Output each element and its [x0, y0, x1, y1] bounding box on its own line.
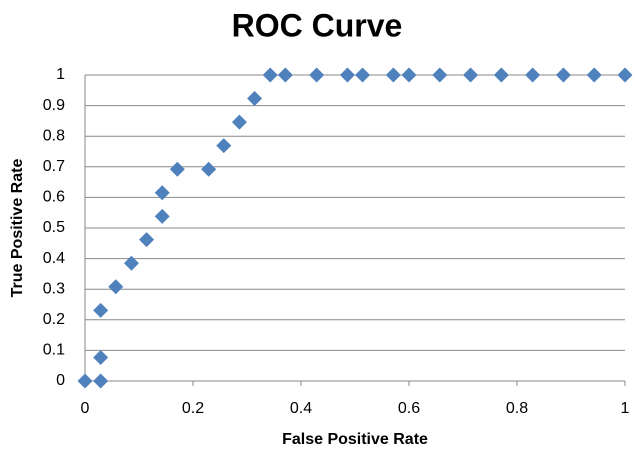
point: [93, 373, 109, 389]
point: [586, 67, 602, 83]
point: [617, 67, 633, 83]
point: [93, 349, 109, 365]
point: [262, 67, 278, 83]
y-tick-label: 0.8: [43, 127, 65, 144]
point: [93, 302, 109, 318]
point: [139, 232, 155, 248]
point: [277, 67, 293, 83]
point: [463, 67, 479, 83]
y-tick-label: 0.5: [43, 219, 65, 236]
point: [231, 114, 247, 130]
y-tick-label: 0.7: [43, 158, 65, 175]
point: [154, 208, 170, 224]
point: [201, 161, 217, 177]
y-tick-label: 0.9: [43, 97, 65, 114]
point: [154, 185, 170, 201]
point: [339, 67, 355, 83]
y-tick-label: 0.6: [43, 189, 65, 206]
point: [108, 279, 124, 295]
point: [309, 67, 325, 83]
y-tick-label: 0.3: [43, 280, 65, 297]
x-tick-label: 0.4: [290, 400, 312, 417]
point: [555, 67, 571, 83]
point: [401, 67, 417, 83]
point: [216, 138, 232, 154]
chart-title: ROC Curve: [232, 7, 403, 43]
x-tick-label: 0.2: [182, 400, 204, 417]
point: [169, 161, 185, 177]
point: [385, 67, 401, 83]
x-axis-label: False Positive Rate: [282, 431, 428, 448]
x-tick-label: 0.8: [506, 400, 528, 417]
y-tick-label: 1: [56, 66, 65, 83]
point: [432, 67, 448, 83]
y-axis-label: True Positive Rate: [9, 159, 26, 298]
point: [123, 255, 139, 271]
y-tick-label: 0.1: [43, 342, 65, 359]
y-tick-label: 0.4: [43, 250, 65, 267]
x-tick-label: 0: [81, 400, 90, 417]
y-tick-label: 0.2: [43, 311, 65, 328]
point: [355, 67, 371, 83]
point: [493, 67, 509, 83]
point: [247, 91, 263, 107]
point: [77, 373, 93, 389]
point: [525, 67, 541, 83]
x-tick-label: 0.6: [398, 400, 420, 417]
x-tick-label: 1: [621, 400, 630, 417]
y-tick-label: 0: [56, 372, 65, 389]
